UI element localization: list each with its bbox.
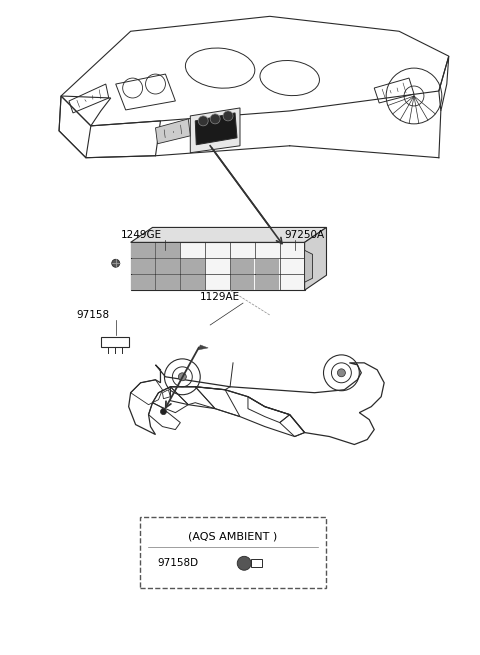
Polygon shape	[255, 274, 279, 290]
Polygon shape	[156, 119, 190, 144]
Text: 1249GE: 1249GE	[120, 231, 162, 240]
Polygon shape	[230, 259, 254, 274]
Polygon shape	[195, 113, 237, 145]
Polygon shape	[156, 243, 180, 258]
Circle shape	[210, 114, 220, 124]
Polygon shape	[181, 259, 204, 274]
Polygon shape	[131, 274, 155, 290]
Polygon shape	[131, 243, 155, 258]
Polygon shape	[131, 259, 155, 274]
Polygon shape	[305, 227, 326, 290]
Text: 97158: 97158	[76, 310, 109, 320]
Polygon shape	[255, 259, 279, 274]
Text: (AQS AMBIENT ): (AQS AMBIENT )	[188, 532, 277, 542]
Text: 97250A: 97250A	[285, 231, 325, 240]
Circle shape	[160, 409, 167, 415]
Polygon shape	[230, 274, 254, 290]
Text: 1129AE: 1129AE	[200, 292, 240, 302]
Polygon shape	[156, 274, 180, 290]
Circle shape	[198, 116, 208, 126]
Text: 97158D: 97158D	[157, 558, 199, 569]
Circle shape	[223, 111, 233, 121]
Circle shape	[337, 369, 346, 377]
Polygon shape	[305, 250, 312, 282]
Circle shape	[237, 556, 251, 571]
Circle shape	[179, 373, 186, 381]
Polygon shape	[198, 345, 208, 350]
Polygon shape	[131, 227, 326, 242]
Polygon shape	[181, 274, 204, 290]
Polygon shape	[190, 108, 240, 153]
Polygon shape	[131, 242, 305, 290]
Polygon shape	[156, 259, 180, 274]
Circle shape	[112, 259, 120, 267]
